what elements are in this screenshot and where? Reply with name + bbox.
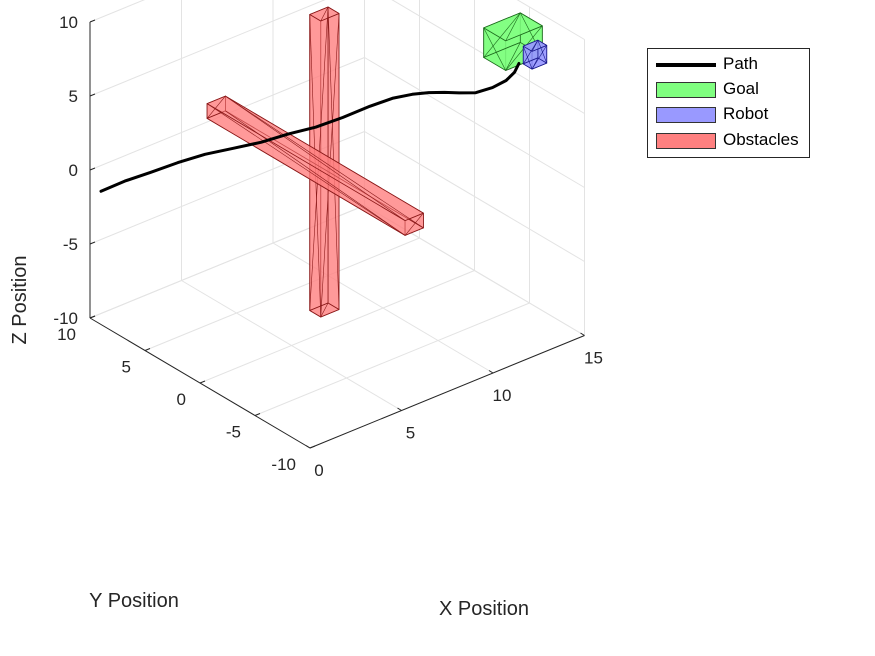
y-tick-mark xyxy=(309,445,316,449)
legend-label-obstacles: Obstacles xyxy=(723,130,799,149)
obstacle-2-diagonal xyxy=(225,110,406,236)
robot-box xyxy=(522,39,548,70)
obstacle-1-diagonal xyxy=(320,302,329,318)
goal-box-diagonal xyxy=(505,42,521,71)
y-tick-label: -10 xyxy=(271,455,296,474)
y-tick-mark xyxy=(199,380,206,384)
grid-line xyxy=(89,0,326,97)
grid-line xyxy=(199,270,475,384)
z-tick-mark xyxy=(89,167,96,171)
obstacle-2 xyxy=(206,95,424,236)
goal-box-diagonal xyxy=(483,27,506,71)
robot-box-diagonal xyxy=(522,46,533,70)
x-tick-label: 5 xyxy=(406,424,415,443)
legend: Path Goal Robot Obstacles xyxy=(647,48,810,158)
x-tick-mark xyxy=(305,445,311,449)
grid-line xyxy=(391,0,585,114)
z-tick-label: 10 xyxy=(59,13,78,32)
grid-line xyxy=(364,57,585,188)
y-tick-mark xyxy=(144,348,151,351)
legend-label-robot: Robot xyxy=(723,104,769,123)
z-axis-label: Z Position xyxy=(9,256,31,345)
z-tick-mark xyxy=(89,93,96,97)
axes xyxy=(89,19,585,449)
x-axis-line xyxy=(309,335,585,449)
path-line xyxy=(99,62,521,193)
x-tick-label: 0 xyxy=(314,461,323,480)
legend-label-path: Path xyxy=(723,54,758,73)
goal-box-diagonal xyxy=(505,12,521,41)
z-tick-label: 0 xyxy=(69,161,78,180)
robot-box-diagonal xyxy=(531,40,539,52)
z-tick-label: -5 xyxy=(63,235,78,254)
robot-box-diagonal xyxy=(523,40,539,65)
z-tick-mark xyxy=(89,19,96,23)
x-tick-mark xyxy=(488,370,494,374)
z-tick-label: -10 xyxy=(53,309,78,328)
obstacles-layer xyxy=(206,6,548,318)
grid-line xyxy=(516,0,585,40)
robot-box-diagonal xyxy=(531,57,539,70)
legend-item-robot: Robot xyxy=(656,104,806,124)
legend-item-goal: Goal xyxy=(656,79,806,99)
x-tick-label: 15 xyxy=(584,349,603,368)
z-tick-label: 5 xyxy=(69,87,78,106)
goal-box-diagonal xyxy=(483,12,521,58)
robot-box-diagonal xyxy=(531,45,547,70)
grid-line xyxy=(89,0,145,23)
y-tick-label: 5 xyxy=(122,358,131,377)
y-tick-label: -5 xyxy=(226,423,241,442)
y-axis-label: Y Position xyxy=(89,590,179,612)
obstacle-1-diagonal xyxy=(327,6,340,310)
y-tick-label: 10 xyxy=(57,325,76,344)
legend-label-goal: Goal xyxy=(723,79,759,98)
legend-item-path: Path xyxy=(656,54,806,74)
x-tick-label: 10 xyxy=(493,386,512,405)
obstacle-2-diagonal xyxy=(225,95,424,229)
x-tick-mark xyxy=(580,332,585,336)
robot-swatch xyxy=(656,107,716,123)
goal-swatch xyxy=(656,82,716,98)
x-axis-label: X Position xyxy=(439,598,529,620)
obstacle-2-diagonal xyxy=(225,95,406,221)
robot-box-diagonal xyxy=(537,40,548,64)
grid-line xyxy=(144,237,420,351)
z-tick-mark xyxy=(89,315,96,319)
grid-line xyxy=(254,302,530,416)
x-tick-mark xyxy=(397,407,402,411)
y-tick-label: 0 xyxy=(177,390,186,409)
grid-line xyxy=(364,131,585,262)
legend-item-obstacles: Obstacles xyxy=(656,130,806,150)
obstacles-swatch xyxy=(656,133,716,149)
y-tick-mark xyxy=(254,413,261,416)
path-layer xyxy=(99,62,521,193)
obstacle-2-diagonal xyxy=(206,103,406,236)
z-tick-mark xyxy=(89,241,96,245)
obstacle-1-diagonal xyxy=(320,6,329,22)
path-line-swatch xyxy=(656,63,716,67)
obstacle-2-diagonal xyxy=(206,95,226,119)
obstacle-2-diagonal xyxy=(404,212,424,236)
